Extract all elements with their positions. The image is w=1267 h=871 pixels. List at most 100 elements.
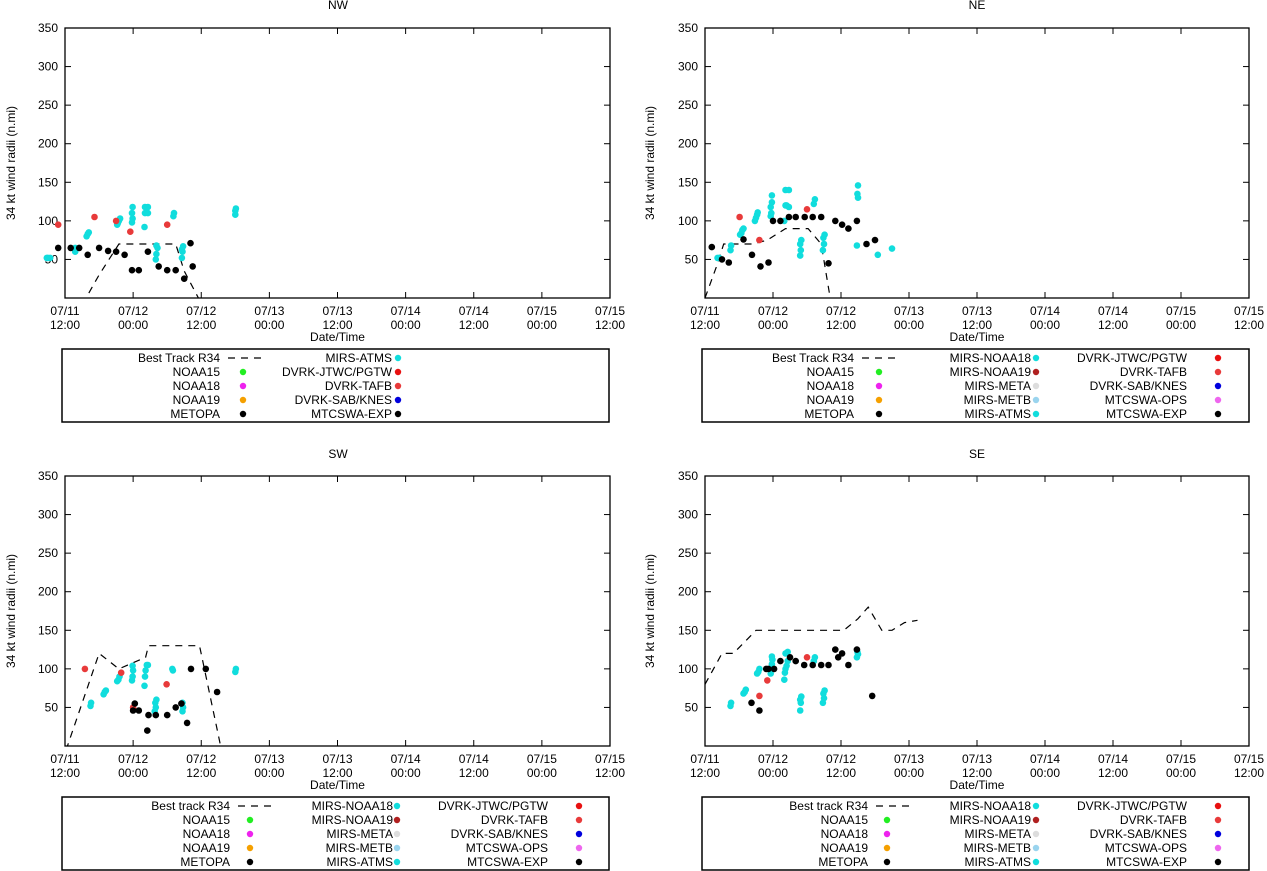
legend-dot-symbol bbox=[575, 844, 583, 852]
best-track-line bbox=[82, 243, 199, 298]
point-mtcswa-exp bbox=[708, 243, 716, 251]
legend-dot-symbol bbox=[875, 410, 883, 418]
point-mtcswa-exp bbox=[163, 266, 171, 274]
legend-dot-symbol bbox=[883, 858, 891, 866]
x-tick-label-line: 00:00 bbox=[254, 766, 284, 780]
point-mtcswa-exp bbox=[152, 711, 160, 719]
point-mtcswa-exp bbox=[144, 727, 151, 734]
point-mtcswa-exp bbox=[129, 707, 137, 714]
legend-dot-symbol bbox=[1032, 410, 1040, 418]
x-tick-label-line: 07/12 bbox=[186, 304, 216, 318]
x-tick-label: 07/13 12:00 bbox=[322, 752, 352, 780]
x-tick-label-line: 07/13 bbox=[254, 752, 284, 766]
point-mirs-atms bbox=[811, 196, 819, 203]
legend-dot-symbol bbox=[393, 816, 401, 824]
x-tick-label-line: 07/13 bbox=[962, 304, 992, 318]
x-tick-label-line: 00:00 bbox=[118, 766, 148, 780]
x-tick-label: 07/14 12:00 bbox=[459, 752, 489, 780]
legend-label: MIRS-NOAA18 bbox=[950, 351, 1032, 365]
legend-dot-symbol bbox=[1214, 844, 1222, 852]
legend-label: DVRK-JTWC/PGTW bbox=[282, 365, 393, 379]
legend-label: MIRS-NOAA19 bbox=[950, 365, 1032, 379]
point-mtcswa-exp bbox=[187, 239, 194, 247]
x-tick-label-line: 07/13 bbox=[254, 304, 284, 318]
x-tick-label-line: 07/11 bbox=[690, 304, 719, 318]
legend-box bbox=[701, 796, 1250, 871]
y-axis-label: 34 kt wind radii (n.mi) bbox=[4, 106, 18, 220]
legend-label: MIRS-ATMS bbox=[327, 855, 393, 869]
legend-label: MIRS-METB bbox=[326, 841, 393, 855]
x-tick-label: 07/13 12:00 bbox=[322, 304, 352, 332]
legend-label: MIRS-META bbox=[327, 827, 393, 841]
point-mtcswa-exp bbox=[84, 251, 91, 259]
legend-label: MTCSWA-OPS bbox=[1105, 393, 1187, 407]
point-mirs-atms bbox=[754, 209, 761, 216]
x-axis-label: Date/Time bbox=[310, 330, 365, 344]
legend-dot-symbol bbox=[1214, 368, 1222, 376]
legend-label: NOAA15 bbox=[821, 813, 869, 827]
x-tick-label: 07/14 00:00 bbox=[1030, 304, 1060, 332]
legend-dot-symbol bbox=[575, 816, 583, 824]
x-tick-label-line: 00:00 bbox=[527, 318, 557, 332]
point-mirs-atms bbox=[798, 693, 805, 700]
point-dvrk-jtwc-pgtw bbox=[803, 206, 811, 213]
legend-dot-symbol bbox=[875, 396, 883, 404]
x-tick-label-line: 07/12 bbox=[758, 752, 788, 766]
point-mtcswa-exp bbox=[725, 259, 733, 266]
x-tick-label-line: 00:00 bbox=[391, 318, 421, 332]
legend-label: NOAA18 bbox=[807, 379, 855, 393]
point-mtcswa-exp bbox=[135, 707, 143, 714]
x-tick-label: 07/12 00:00 bbox=[118, 304, 148, 332]
legend-dot-symbol bbox=[883, 816, 891, 824]
point-mtcswa-exp bbox=[718, 256, 726, 263]
x-tick-label: 07/13 00:00 bbox=[254, 752, 284, 780]
y-tick-label: 200 bbox=[678, 137, 698, 151]
best-track-line bbox=[66, 645, 222, 746]
legend-label: MTCSWA-EXP bbox=[467, 855, 548, 869]
legend-label: NOAA18 bbox=[821, 827, 869, 841]
x-tick-label-line: 12:00 bbox=[826, 318, 856, 332]
x-tick-label: 07/14 12:00 bbox=[1098, 304, 1128, 332]
panel-nw: NW5010015020025030035007/1112:0007/1200:… bbox=[4, 0, 625, 423]
legend-dot-symbol bbox=[394, 410, 402, 418]
legend-dot-symbol bbox=[246, 816, 254, 824]
point-mirs-atms bbox=[796, 707, 804, 714]
point-mirs-atms bbox=[153, 250, 160, 258]
point-mtcswa-exp bbox=[145, 711, 152, 719]
legend-label: DVRK-JTWC/PGTW bbox=[438, 799, 549, 813]
point-mtcswa-exp bbox=[163, 711, 171, 719]
x-tick-label: 07/14 00:00 bbox=[391, 304, 421, 332]
point-mtcswa-exp bbox=[756, 707, 763, 714]
y-tick-label: 300 bbox=[38, 508, 58, 522]
legend-dot-symbol bbox=[1032, 844, 1040, 852]
y-tick-label: 150 bbox=[38, 623, 58, 637]
x-tick-label-line: 12:00 bbox=[1098, 766, 1128, 780]
legend-dot-symbol bbox=[1032, 382, 1040, 390]
point-mirs-atms bbox=[821, 231, 828, 238]
point-mirs-atms bbox=[232, 205, 240, 212]
y-tick-label: 250 bbox=[38, 98, 58, 112]
point-mirs-atms bbox=[756, 665, 763, 673]
legend-label: MIRS-NOAA19 bbox=[312, 813, 394, 827]
y-tick-label: 100 bbox=[678, 214, 698, 228]
y-tick-label: 150 bbox=[38, 175, 58, 189]
point-mirs-atms bbox=[169, 667, 177, 674]
x-tick-label-line: 00:00 bbox=[1166, 766, 1196, 780]
legend-dot-symbol bbox=[1032, 396, 1040, 404]
x-tick-label-line: 07/15 bbox=[527, 304, 557, 318]
x-tick-label: 07/15 00:00 bbox=[527, 752, 557, 780]
x-tick-label-line: 07/12 bbox=[118, 752, 148, 766]
legend-label: Best track R34 bbox=[151, 799, 230, 813]
x-tick-label: 07/11 12:00 bbox=[690, 752, 720, 780]
point-mirs-atms bbox=[768, 199, 776, 206]
y-tick-label: 100 bbox=[38, 662, 58, 676]
point-mirs-atms bbox=[153, 696, 160, 703]
legend-dot-symbol bbox=[246, 858, 254, 866]
point-mtcswa-exp bbox=[809, 661, 816, 669]
legend-dot-symbol bbox=[393, 830, 401, 838]
point-dvrk-jtwc-pgtw bbox=[756, 692, 763, 700]
legend-label: NOAA15 bbox=[183, 813, 231, 827]
y-tick-label: 250 bbox=[678, 98, 698, 112]
point-mtcswa-exp bbox=[809, 213, 816, 221]
